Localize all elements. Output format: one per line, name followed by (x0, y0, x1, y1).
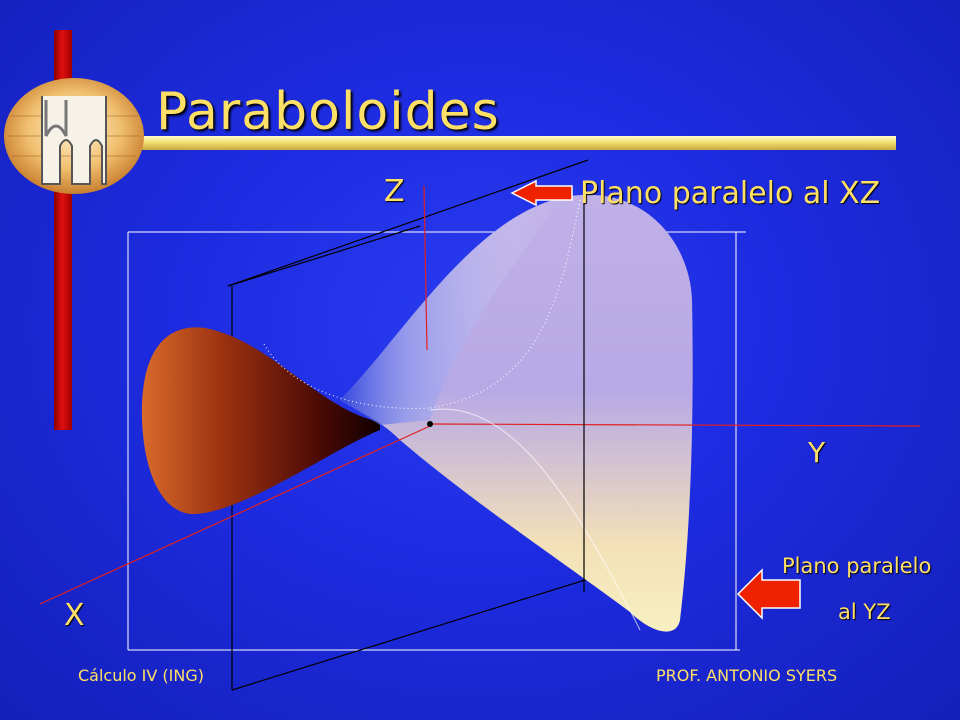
z-axis-label: Z (384, 174, 405, 209)
arrow-left-icon (510, 179, 573, 207)
footer-course: Cálculo IV (ING) (78, 666, 204, 685)
x-axis-label: X (64, 598, 85, 633)
plane-xz-annotation: Plano paralelo al XZ (580, 176, 881, 211)
axes (39, 185, 921, 605)
slide-title: Paraboloides (156, 82, 500, 142)
z-axis (423, 185, 428, 351)
plane-yz-annotation-line2: al YZ (838, 600, 891, 624)
dark-lobe (141, 327, 380, 515)
university-logo (4, 78, 144, 194)
arrow-left-icon (736, 568, 801, 620)
title-underline (140, 136, 896, 150)
footer-professor: PROF. ANTONIO SYERS (656, 666, 838, 685)
y-axis-label: Y (808, 436, 826, 469)
plane-yz-annotation-line1: Plano paralelo (782, 554, 932, 578)
x-axis (39, 425, 431, 605)
y-axis (429, 423, 921, 427)
